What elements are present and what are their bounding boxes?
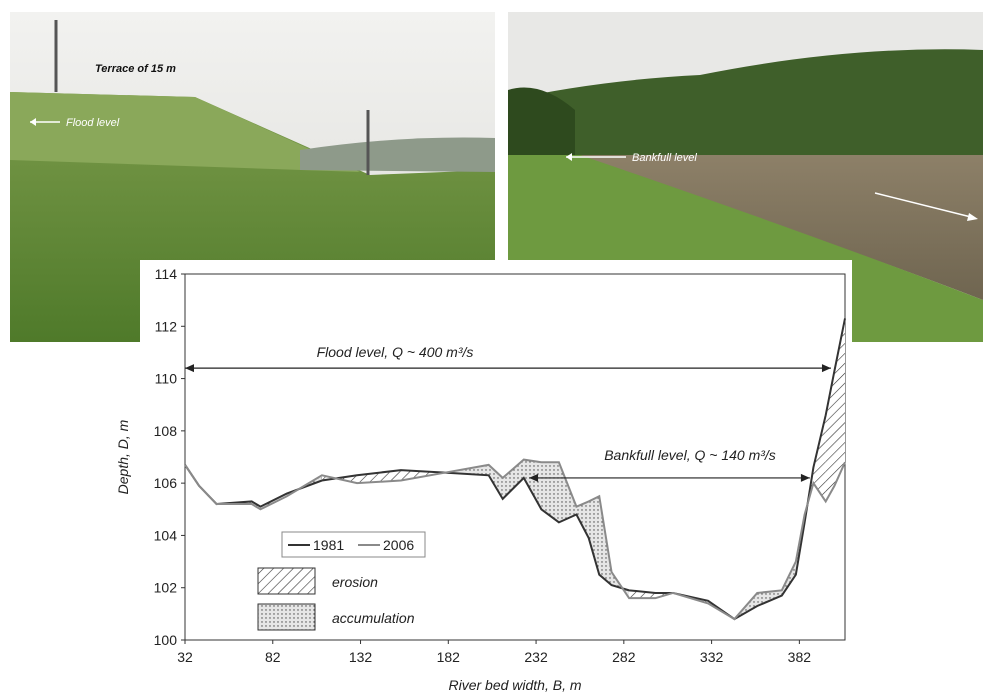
x-tick-label: 82: [265, 649, 281, 665]
photo-label: Bankfull level: [632, 152, 697, 164]
y-tick-label: 106: [154, 475, 178, 491]
legend-swatch: [257, 567, 316, 595]
legend-label: erosion: [332, 574, 378, 590]
y-axis-title: Depth, D, m: [115, 419, 131, 494]
y-tick-label: 112: [155, 318, 178, 334]
accumulation-area: [576, 501, 589, 539]
annotation-text: Bankfull level, Q ~ 140 m³/s: [604, 447, 776, 463]
arrow-head: [821, 364, 831, 373]
annotation-text: Flood level, Q ~ 400 m³/s: [317, 344, 474, 360]
y-tick-label: 100: [154, 632, 178, 648]
legend-label: accumulation: [332, 610, 415, 626]
y-tick-label: 102: [154, 580, 178, 596]
y-tick-label: 108: [154, 423, 178, 439]
erosion-area: [813, 415, 826, 502]
photo-label: Flood level: [66, 117, 120, 129]
accumulation-area: [502, 459, 524, 499]
arrow-head: [185, 364, 194, 373]
arrow-head: [529, 473, 539, 482]
x-tick-label: 182: [437, 649, 461, 665]
accumulation-area: [541, 462, 559, 523]
accumulation-area: [588, 496, 600, 575]
x-tick-label: 382: [788, 649, 812, 665]
y-tick-label: 110: [155, 371, 178, 387]
x-tick-label: 32: [177, 649, 193, 665]
y-tick-label: 114: [155, 266, 178, 282]
legend-swatch: [257, 603, 316, 631]
series-line: [184, 458, 846, 621]
accumulation-area: [488, 464, 503, 499]
chart: 100 102 104 106 108 110 112 114 32 82 132 182 232 282…: [115, 266, 846, 693]
legend-label: 2006: [383, 537, 414, 553]
erosion-area: [825, 370, 835, 502]
arrow-head: [800, 473, 810, 482]
accumulation-area: [523, 459, 542, 510]
series-line: [184, 318, 846, 621]
x-tick-label: 332: [700, 649, 724, 665]
x-axis-title: River bed width, B, m: [448, 677, 581, 693]
y-tick-label: 104: [154, 527, 178, 543]
erosion-area: [357, 470, 401, 484]
accumulation-area: [757, 590, 782, 607]
legend-label: 1981: [313, 537, 344, 553]
photo-label: Terrace of 15 m: [95, 63, 176, 75]
accumulation-area: [558, 462, 577, 523]
x-tick-label: 132: [349, 649, 373, 665]
x-tick-label: 282: [612, 649, 636, 665]
x-tick-label: 232: [524, 649, 548, 665]
